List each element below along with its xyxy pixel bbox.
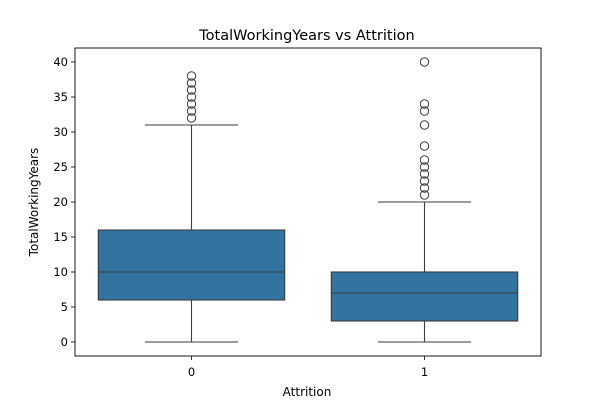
y-tick-label: 20 [53,195,68,209]
outlier-point [186,106,197,116]
outlier-point [419,183,430,193]
plot-area: 0 5 10 15 20 25 30 35 40 0 1 [53,47,542,379]
outlier-point [419,106,430,116]
outlier-point [419,99,430,109]
iqr-box [97,229,286,301]
outlier-point [186,99,197,109]
outlier-point [186,92,197,102]
outlier-point [186,71,197,81]
y-axis-label: TotalWorkingYears [27,148,41,258]
y-tick-label: 0 [61,335,68,349]
outlier-point [419,57,430,67]
y-tick-label: 35 [53,90,68,104]
plot-frame [74,47,542,357]
y-tick-label: 25 [53,160,68,174]
outlier-point [419,141,430,151]
y-tick-label: 40 [53,55,68,69]
y-tick-label: 10 [53,265,68,279]
outlier-point [419,120,430,130]
y-tick-label: 5 [61,300,68,314]
outlier-point [186,85,197,95]
outlier-point [419,176,430,186]
outlier-point [419,169,430,179]
outlier-point [186,78,197,88]
outlier-point [419,190,430,200]
y-tick-label: 15 [53,230,68,244]
x-axis-label: Attrition [283,385,332,399]
y-tick-label: 30 [53,125,68,139]
outlier-point [419,162,430,172]
iqr-box [330,271,519,322]
x-tick-label: 1 [421,365,428,379]
x-tick-label: 0 [188,365,195,379]
chart-title: TotalWorkingYears vs Attrition [198,28,414,44]
outlier-point [419,155,430,165]
outlier-point [186,113,197,123]
